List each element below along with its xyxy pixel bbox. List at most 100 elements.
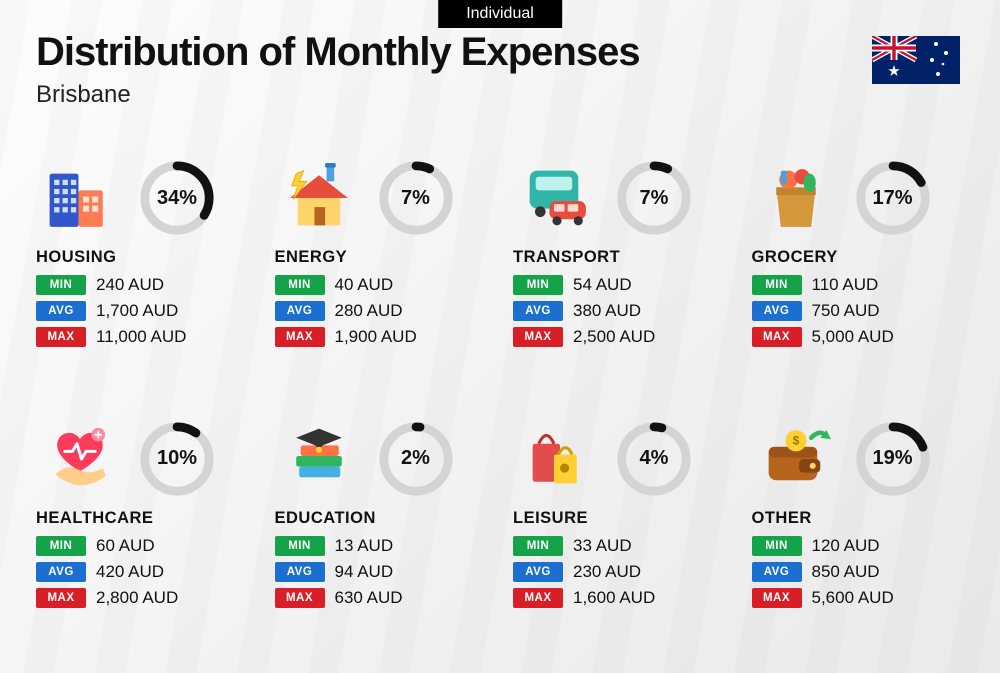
max-value: 2,800 AUD bbox=[96, 588, 178, 608]
category-grid: 34%HOUSINGMIN240 AUDAVG1,700 AUDMAX11,00… bbox=[36, 158, 964, 643]
max-tag: MAX bbox=[752, 327, 802, 347]
min-value: 120 AUD bbox=[812, 536, 880, 556]
category-card-housing: 34% HOUSING MIN 240 AUD AVG1,700 AUD MAX 11,00… bbox=[36, 158, 249, 383]
percent-label: 17% bbox=[854, 159, 932, 237]
max-tag: MAX bbox=[36, 327, 86, 347]
max-value: 630 AUD bbox=[335, 588, 403, 608]
avg-tag: AVG bbox=[513, 562, 563, 582]
percent-donut: 2% bbox=[377, 420, 455, 498]
max-tag: MAX bbox=[513, 327, 563, 347]
avg-tag: AVG bbox=[275, 562, 325, 582]
percent-label: 4% bbox=[615, 420, 693, 498]
percent-donut: 34% bbox=[138, 159, 216, 237]
min-tag: MIN bbox=[36, 536, 86, 556]
stat-row-avg: AVG 420 AUD bbox=[36, 562, 249, 582]
min-value: 110 AUD bbox=[812, 275, 879, 295]
min-value: 33 AUD bbox=[573, 536, 632, 556]
avg-value: 750 AUD bbox=[812, 301, 880, 321]
min-tag: MIN bbox=[513, 275, 563, 295]
buildings-icon bbox=[36, 158, 124, 238]
min-value: 240 AUD bbox=[96, 275, 164, 295]
category-card-other: $19%OTHERMIN120 AUDAVG850 AUDMAX5,600 AU… bbox=[752, 419, 965, 644]
wallet-arrow-icon: $ bbox=[752, 419, 840, 499]
books-cap-icon bbox=[275, 419, 363, 499]
percent-label: 10% bbox=[138, 420, 216, 498]
min-tag: MIN bbox=[275, 536, 325, 556]
max-value: 1,600 AUD bbox=[573, 588, 655, 608]
avg-value: 850 AUD bbox=[812, 562, 880, 582]
min-value: 60 AUD bbox=[96, 536, 155, 556]
max-value: 11,000 AUD bbox=[96, 327, 186, 347]
svg-text:$: $ bbox=[792, 433, 799, 447]
category-label: ENERGY bbox=[275, 248, 488, 267]
max-value: 2,500 AUD bbox=[573, 327, 655, 347]
percent-donut: 7% bbox=[615, 159, 693, 237]
percent-label: 34% bbox=[138, 159, 216, 237]
percent-label: 7% bbox=[377, 159, 455, 237]
avg-value: 1,700 AUD bbox=[96, 301, 178, 321]
stat-row-min: MIN120 AUD bbox=[752, 536, 965, 556]
category-label: HEALTHCARE bbox=[36, 509, 249, 528]
stat-row-avg: AVG 850 AUD bbox=[752, 562, 965, 582]
category-card-healthcare: 10% HEALTHCARE MIN 60 AUD AVG 420 AUD MAX 2,800… bbox=[36, 419, 249, 644]
max-tag: MAX bbox=[752, 588, 802, 608]
avg-value: 420 AUD bbox=[96, 562, 164, 582]
stat-row-min: MIN 33 AUD bbox=[513, 536, 726, 556]
avg-tag: AVG bbox=[513, 301, 563, 321]
percent-donut: 7% bbox=[377, 159, 455, 237]
stat-row-avg: AVG 380 AUD bbox=[513, 301, 726, 321]
page-subtitle: Brisbane bbox=[36, 81, 964, 109]
category-label: LEISURE bbox=[513, 509, 726, 528]
percent-label: 2% bbox=[377, 420, 455, 498]
category-card-grocery: 17% GROCERY MIN110 AUD AVG750 AUD MAX 5,000 A… bbox=[752, 158, 965, 383]
stat-row-min: MIN 13 AUD bbox=[275, 536, 488, 556]
avg-tag: AVG bbox=[752, 562, 802, 582]
stat-row-avg: AVG1,700 AUD bbox=[36, 301, 249, 321]
heart-hand-icon bbox=[36, 419, 124, 499]
stat-row-max: MAX 11,000 AUD bbox=[36, 327, 249, 347]
stat-row-max: MAX 2,500 AUD bbox=[513, 327, 726, 347]
category-label: TRANSPORT bbox=[513, 248, 726, 267]
max-tag: MAX bbox=[275, 327, 325, 347]
stat-row-avg: AVG750 AUD bbox=[752, 301, 965, 321]
min-value: 40 AUD bbox=[335, 275, 394, 295]
avg-value: 94 AUD bbox=[335, 562, 394, 582]
min-tag: MIN bbox=[36, 275, 86, 295]
category-label: GROCERY bbox=[752, 248, 965, 267]
avg-value: 380 AUD bbox=[573, 301, 641, 321]
australia-flag-icon bbox=[872, 36, 960, 84]
stat-row-avg: AVG 94 AUD bbox=[275, 562, 488, 582]
house-bolt-icon bbox=[275, 158, 363, 238]
category-label: EDUCATION bbox=[275, 509, 488, 528]
min-value: 54 AUD bbox=[573, 275, 632, 295]
max-tag: MAX bbox=[513, 588, 563, 608]
min-tag: MIN bbox=[513, 536, 563, 556]
category-card-transport: 7% TRANSPORT MIN 54 AUD AVG 380 AUD MAX 2,500 A… bbox=[513, 158, 726, 383]
category-card-education: 2% EDUCATION MIN 13 AUD AVG 94 AUD MAX 630 AUD bbox=[275, 419, 488, 644]
stat-row-min: MIN 60 AUD bbox=[36, 536, 249, 556]
avg-tag: AVG bbox=[36, 562, 86, 582]
percent-donut: 10% bbox=[138, 420, 216, 498]
max-value: 1,900 AUD bbox=[335, 327, 417, 347]
category-label: HOUSING bbox=[36, 248, 249, 267]
stat-row-min: MIN40 AUD bbox=[275, 275, 488, 295]
min-value: 13 AUD bbox=[335, 536, 394, 556]
bus-car-icon bbox=[513, 158, 601, 238]
percent-donut: 17% bbox=[854, 159, 932, 237]
stat-row-max: MAX 1,600 AUD bbox=[513, 588, 726, 608]
stat-row-max: MAX 5,000 AUD bbox=[752, 327, 965, 347]
stat-row-min: MIN 54 AUD bbox=[513, 275, 726, 295]
header: Distribution of Monthly Expenses Brisban… bbox=[36, 30, 964, 109]
percent-label: 19% bbox=[854, 420, 932, 498]
category-card-energy: 7%ENERGYMIN40 AUDAVG280 AUDMAX1,900 AUD bbox=[275, 158, 488, 383]
stat-row-min: MIN 240 AUD bbox=[36, 275, 249, 295]
grocery-bag-icon bbox=[752, 158, 840, 238]
category-label: OTHER bbox=[752, 509, 965, 528]
percent-donut: 4% bbox=[615, 420, 693, 498]
max-tag: MAX bbox=[275, 588, 325, 608]
max-value: 5,000 AUD bbox=[812, 327, 894, 347]
stat-row-min: MIN110 AUD bbox=[752, 275, 965, 295]
avg-tag: AVG bbox=[275, 301, 325, 321]
max-tag: MAX bbox=[36, 588, 86, 608]
avg-value: 230 AUD bbox=[573, 562, 641, 582]
